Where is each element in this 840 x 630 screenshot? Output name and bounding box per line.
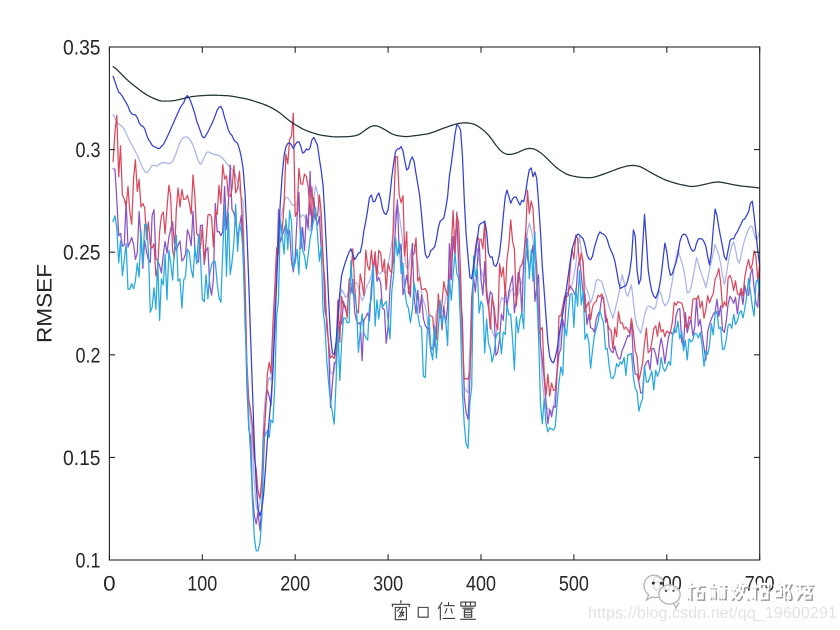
svg-text:400: 400	[466, 572, 496, 595]
svg-text:0.2: 0.2	[76, 344, 101, 367]
svg-text:0.35: 0.35	[63, 37, 101, 60]
svg-text:https://blog.csdn.net/qq_19600: https://blog.csdn.net/qq_19600291	[588, 605, 837, 622]
svg-text:300: 300	[373, 572, 403, 595]
svg-text:100: 100	[187, 572, 217, 595]
svg-text:200: 200	[280, 572, 310, 595]
svg-text:0.25: 0.25	[63, 242, 101, 265]
svg-text:500: 500	[559, 572, 589, 595]
svg-text:0.3: 0.3	[76, 139, 101, 162]
svg-text:RMSEF: RMSEF	[34, 264, 57, 343]
svg-text:0: 0	[103, 572, 116, 595]
svg-text:0.15: 0.15	[63, 447, 101, 470]
svg-text:0.1: 0.1	[76, 550, 101, 573]
